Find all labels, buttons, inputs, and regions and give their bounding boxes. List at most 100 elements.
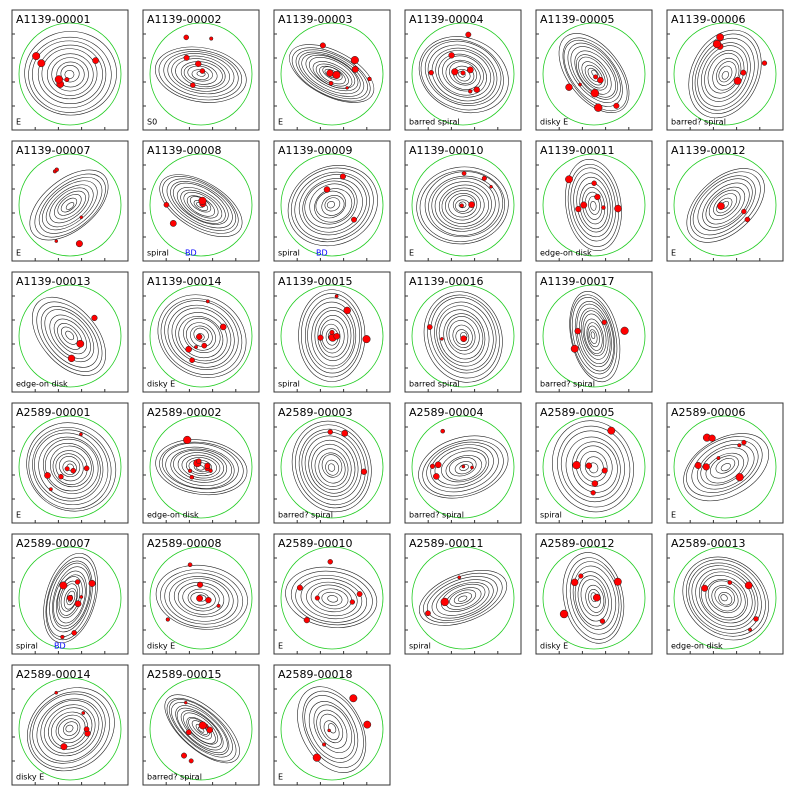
source-mask — [601, 205, 606, 210]
contour — [688, 562, 762, 634]
panel-class: spiral — [278, 249, 300, 258]
contour — [45, 442, 94, 492]
contour — [443, 313, 484, 360]
source-mask — [83, 465, 90, 472]
contour — [285, 566, 378, 628]
contour — [24, 31, 117, 116]
contour — [692, 33, 759, 114]
panel-id: A2589-00005 — [540, 406, 614, 419]
contour — [692, 175, 756, 236]
contour — [445, 455, 483, 481]
source-mask — [323, 186, 331, 193]
panel-class: spiral — [409, 642, 431, 651]
contour — [155, 564, 248, 630]
panel: A2589-00012 disky E — [535, 533, 653, 655]
source-mask — [185, 345, 192, 353]
panel: A1139-00010 E — [404, 140, 522, 262]
source-mask — [360, 468, 368, 475]
source-mask — [184, 700, 188, 705]
contour — [426, 441, 499, 493]
contour — [45, 556, 97, 641]
contour — [49, 187, 90, 224]
source-mask — [60, 743, 68, 751]
panel: A2589-00013 edge-on disk — [666, 533, 784, 655]
contour — [60, 326, 78, 345]
contour — [56, 61, 85, 88]
source-mask — [319, 42, 326, 49]
contour — [705, 186, 746, 225]
source-mask — [328, 81, 334, 86]
contour — [172, 182, 229, 225]
panel-class: E — [16, 511, 21, 520]
contour — [574, 50, 616, 98]
contour — [697, 42, 751, 107]
source-mask — [195, 60, 202, 68]
contour — [431, 47, 495, 102]
source-mask — [601, 319, 607, 325]
contour — [53, 570, 87, 627]
contour — [34, 173, 106, 238]
contour — [449, 61, 478, 86]
contour — [318, 452, 346, 484]
source-mask — [206, 726, 214, 734]
contour — [298, 51, 365, 97]
contour — [313, 704, 353, 753]
panel: A2589-00003 barred? spiral — [273, 402, 391, 524]
panel: A1139-00006 barred? spiral — [666, 9, 784, 131]
source-mask — [601, 467, 608, 474]
contour — [590, 200, 597, 211]
contour — [686, 168, 765, 243]
contour — [430, 444, 494, 489]
contour — [691, 439, 759, 493]
contour — [696, 443, 755, 490]
source-mask — [349, 694, 358, 703]
panel-id: A1139-00007 — [16, 144, 90, 157]
contour — [580, 310, 609, 360]
contour — [317, 315, 349, 358]
contour — [176, 707, 224, 751]
panel-id: A2589-00014 — [16, 668, 90, 681]
source-mask — [717, 202, 725, 210]
contour — [438, 53, 487, 96]
source-mask — [701, 584, 709, 592]
panel: A1139-00004 barred spiral — [404, 9, 522, 131]
contour — [302, 178, 363, 233]
source-mask — [79, 215, 84, 220]
source-mask — [169, 219, 177, 227]
panel-id: A2589-00010 — [278, 537, 352, 550]
panel-frame — [666, 533, 784, 655]
contour — [40, 306, 99, 368]
contour — [319, 713, 344, 744]
panel: A2589-00005 spiral — [535, 402, 653, 524]
source-mask — [209, 36, 214, 41]
source-mask — [187, 562, 193, 568]
panel-class: edge-on disk — [147, 511, 199, 520]
contour — [557, 425, 631, 508]
panel-class: barred? spiral — [540, 380, 595, 389]
contour — [578, 56, 608, 91]
contour — [436, 305, 490, 367]
panel-class: disky E — [16, 773, 44, 782]
contour — [589, 329, 598, 344]
contour — [308, 701, 355, 759]
source-mask — [349, 599, 356, 605]
contour — [688, 29, 762, 119]
contour — [52, 566, 91, 629]
panel: A2589-00004 barred? spiral — [404, 402, 522, 524]
contour — [708, 189, 741, 220]
contour — [287, 165, 378, 247]
source-mask — [54, 239, 59, 243]
panel-frame — [666, 9, 784, 131]
source-mask — [303, 617, 310, 624]
contour — [683, 433, 770, 502]
contour — [32, 429, 109, 506]
source-mask — [733, 76, 742, 85]
panel-frame — [11, 140, 129, 262]
aperture — [411, 415, 515, 519]
contour — [453, 592, 472, 605]
source-mask — [459, 203, 464, 208]
contour — [164, 694, 240, 764]
contour — [297, 686, 367, 773]
aperture — [411, 22, 515, 126]
source-mask — [466, 66, 474, 74]
